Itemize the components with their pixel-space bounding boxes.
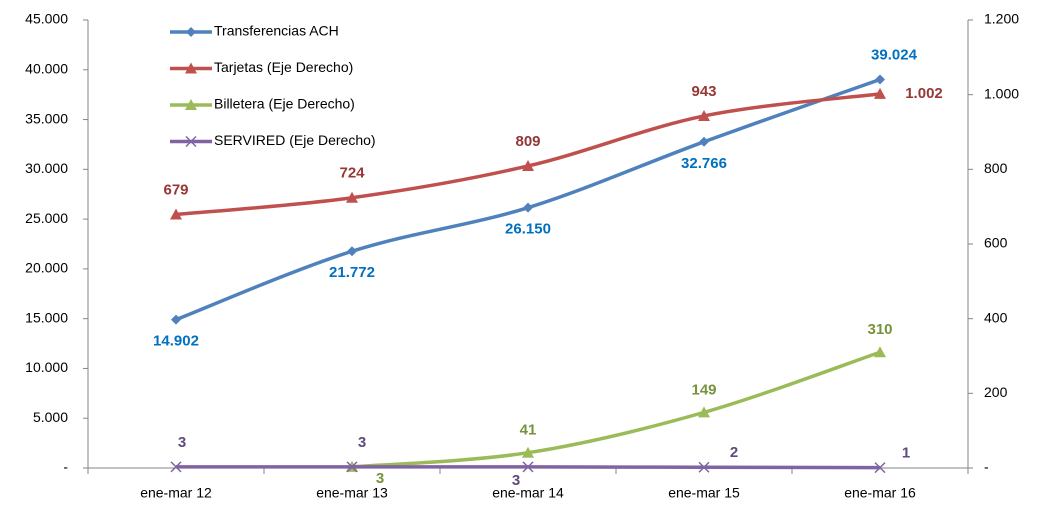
data-label: 14.902 [153,333,199,350]
data-label: 39.024 [871,46,918,63]
marker [874,87,886,99]
data-label: 3 [178,434,186,451]
y-tick-label: 5.000 [33,409,68,425]
marker [346,191,358,203]
marker [522,461,534,473]
data-label: 809 [515,133,540,150]
data-label: 679 [163,181,188,198]
marker [523,202,533,213]
legend-label: Tarjetas (Eje Derecho) [214,59,353,75]
marker [347,246,357,257]
y2-tick-label: 200 [984,384,1008,400]
data-label: 41 [520,422,537,439]
data-label: 2 [730,444,738,461]
marker [171,314,181,325]
y-tick-label: - [63,459,68,475]
series-line [175,77,881,322]
y-tick-label: 15.000 [25,309,68,325]
data-label: 1.002 [905,85,943,102]
y2-tick-label: 1.000 [984,85,1019,101]
y-tick-label: 40.000 [25,60,68,76]
data-label: 149 [691,381,716,398]
y-tick-label: 20.000 [25,260,68,276]
marker [698,109,710,121]
marker [698,406,710,418]
data-label: 32.766 [681,155,727,172]
y-tick-label: 25.000 [25,210,68,226]
x-tick-label: ene-mar 14 [492,485,564,501]
y2-tick-label: 1.200 [984,11,1019,27]
marker [185,99,197,110]
marker [874,462,886,474]
marker [874,346,886,358]
legend-label: Billetera (Eje Derecho) [214,96,355,112]
y-tick-label: 10.000 [25,359,68,375]
marker [170,461,182,473]
y-tick-label: 30.000 [25,160,68,176]
data-label: 3 [358,434,366,451]
y-tick-label: 35.000 [25,110,68,126]
x-tick-label: ene-mar 12 [140,485,212,501]
y2-tick-label: 400 [984,309,1008,325]
legend-label: Transferencias ACH [214,23,339,39]
data-label: 3 [512,472,520,489]
data-label: 3 [376,470,384,487]
marker [522,159,534,171]
y-tick-label: 45.000 [25,11,68,27]
series-line [351,350,881,469]
marker [170,208,182,220]
marker [522,446,534,458]
data-label: 26.150 [505,221,551,238]
marker [698,461,710,473]
marker [186,27,196,37]
data-label: 943 [691,83,716,100]
x-tick-label: ene-mar 16 [844,485,916,501]
y2-tick-label: 600 [984,235,1008,251]
data-label: 1 [902,445,910,462]
legend-label: SERVIRED (Eje Derecho) [214,132,376,148]
series-line [175,92,881,217]
y2-tick-label: 800 [984,160,1008,176]
marker [346,461,358,473]
marker [699,136,709,147]
y2-tick-label: - [984,459,989,475]
marker [875,74,885,85]
data-label: 21.772 [329,264,375,281]
marker [185,135,197,148]
x-tick-label: ene-mar 15 [668,485,740,501]
x-tick-label: ene-mar 13 [316,485,388,501]
data-label: 724 [339,165,365,182]
marker [185,62,197,74]
data-label: 310 [867,321,892,338]
